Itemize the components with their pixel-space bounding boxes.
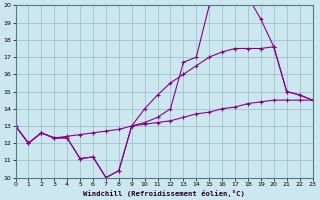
X-axis label: Windchill (Refroidissement éolien,°C): Windchill (Refroidissement éolien,°C)	[83, 190, 245, 197]
